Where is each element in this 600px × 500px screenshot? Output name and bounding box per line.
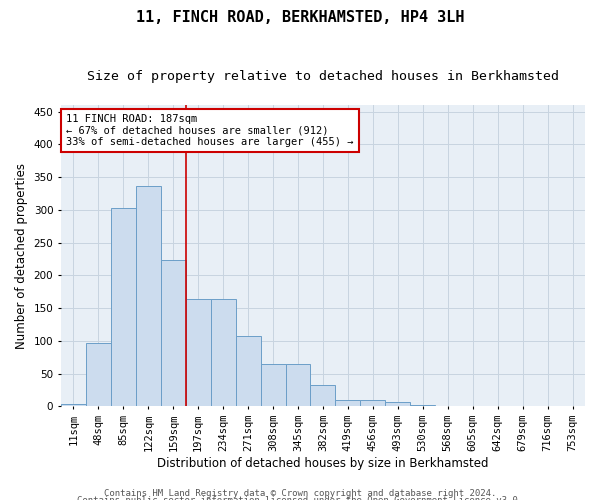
Title: Size of property relative to detached houses in Berkhamsted: Size of property relative to detached ho…	[87, 70, 559, 83]
Bar	[286, 364, 310, 406]
Text: 11 FINCH ROAD: 187sqm
← 67% of detached houses are smaller (912)
33% of semi-det: 11 FINCH ROAD: 187sqm ← 67% of detached …	[66, 114, 353, 147]
Bar	[186, 299, 211, 406]
Text: 11, FINCH ROAD, BERKHAMSTED, HP4 3LH: 11, FINCH ROAD, BERKHAMSTED, HP4 3LH	[136, 10, 464, 25]
X-axis label: Distribution of detached houses by size in Berkhamsted: Distribution of detached houses by size …	[157, 457, 489, 470]
Text: Contains public sector information licensed under the Open Government Licence v3: Contains public sector information licen…	[77, 496, 523, 500]
Bar	[111, 208, 136, 406]
Y-axis label: Number of detached properties: Number of detached properties	[15, 162, 28, 348]
Text: Contains HM Land Registry data © Crown copyright and database right 2024.: Contains HM Land Registry data © Crown c…	[104, 488, 496, 498]
Bar	[361, 400, 385, 406]
Bar	[161, 260, 186, 406]
Bar	[410, 405, 435, 406]
Bar	[260, 364, 286, 406]
Bar	[236, 336, 260, 406]
Bar	[211, 299, 236, 406]
Bar	[335, 400, 361, 406]
Bar	[61, 404, 86, 406]
Bar	[86, 343, 111, 406]
Bar	[136, 186, 161, 406]
Bar	[310, 386, 335, 406]
Bar	[385, 402, 410, 406]
